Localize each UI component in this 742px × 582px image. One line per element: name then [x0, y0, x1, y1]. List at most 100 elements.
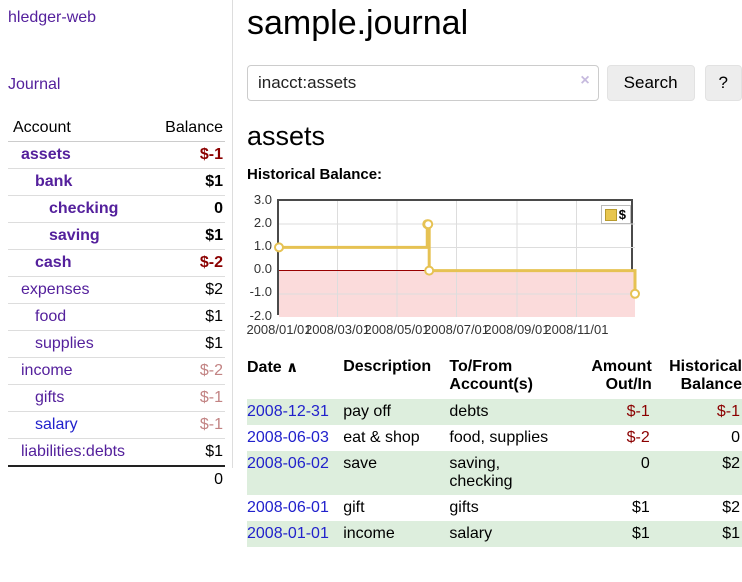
transaction-row: 2008-06-01 gift gifts $1 $2 — [247, 495, 742, 521]
account-balance: $-2 — [151, 249, 225, 277]
transaction-date-cell: 2008-06-02 — [247, 451, 343, 495]
transaction-accounts: gifts — [449, 499, 479, 516]
account-row: income $-2 — [8, 357, 225, 385]
transaction-row: 2008-12-31 pay off debts $-1 $-1 — [247, 399, 742, 425]
account-name-cell: supplies — [8, 330, 152, 358]
account-link-expenses[interactable]: expenses — [21, 281, 90, 298]
clear-search-icon[interactable]: × — [580, 72, 590, 89]
accounts-total-row: 0 — [8, 465, 225, 493]
register-table-body: 2008-12-31 pay off debts $-1 $-1 2008-06-03 ea… — [247, 399, 742, 547]
main-content: sample.journal × Search ? assets Histori… — [246, 0, 742, 582]
y-axis-tick-label: 1.0 — [253, 237, 272, 253]
sidebar: hledger-web Journal Account Balance asse… — [0, 0, 233, 493]
transaction-date-link[interactable]: 2008-12-31 — [247, 403, 329, 420]
transaction-date-cell: 2008-06-03 — [247, 425, 343, 451]
account-balance: $-1 — [151, 411, 225, 439]
account-heading: assets — [247, 121, 326, 151]
y-axis-tick-label: 2.0 — [253, 214, 272, 230]
historical-balance-chart: $ 3.0 2.0 1.0 0.0 -1.0 -2.0 2008/01/01 2008/03/… — [240, 191, 741, 337]
account-link-bank[interactable]: bank — [35, 173, 73, 190]
transaction-date-cell: 2008-12-31 — [247, 399, 343, 425]
chart-legend: $ — [600, 205, 631, 224]
register-header-amount: Amount Out/In — [591, 358, 652, 393]
sidebar-item-journal[interactable]: Journal — [8, 76, 61, 93]
account-link-gifts[interactable]: gifts — [35, 389, 65, 406]
x-axis-tick-label: 2008/05/01 — [364, 322, 430, 337]
accounts-table-header: Account Balance — [8, 115, 225, 142]
accounts-header-account: Account — [8, 115, 152, 142]
account-link-assets[interactable]: assets — [21, 146, 71, 163]
transaction-balance: 0 — [731, 429, 740, 446]
account-row: saving $1 — [8, 222, 225, 250]
account-link-supplies[interactable]: supplies — [35, 335, 94, 352]
account-balance: $2 — [151, 276, 225, 304]
account-balance: $1 — [151, 303, 225, 331]
account-link-income[interactable]: income — [21, 362, 73, 379]
x-axis-tick-label: 2008/01/01 — [246, 322, 312, 337]
account-name-cell: food — [8, 303, 152, 331]
x-axis-tick-label: 2008/07/01 — [423, 322, 490, 337]
account-link-food[interactable]: food — [35, 308, 67, 325]
account-name-cell: expenses — [8, 276, 152, 304]
account-link-saving[interactable]: saving — [49, 227, 100, 244]
account-balance: $-2 — [151, 357, 225, 385]
transaction-row: 2008-06-03 eat & shop food, supplies $-2 0 — [247, 425, 742, 451]
account-balance: $-1 — [151, 141, 225, 169]
transaction-accounts: debts — [449, 403, 489, 420]
account-row: assets $-1 — [8, 141, 225, 169]
transaction-description: gift — [343, 499, 365, 516]
transaction-description: save — [343, 455, 377, 472]
transaction-amount: $1 — [631, 499, 650, 516]
transaction-date-link[interactable]: 2008-01-01 — [247, 525, 329, 542]
account-row: liabilities:debts $1 — [8, 438, 225, 467]
search-button[interactable]: Search — [606, 65, 695, 101]
search-input[interactable] — [247, 65, 599, 101]
account-name-cell: assets — [8, 141, 152, 169]
help-button[interactable]: ? — [704, 65, 742, 101]
account-name-cell: salary — [8, 411, 152, 439]
transaction-amount: $1 — [631, 525, 650, 542]
data-point-marker — [423, 219, 434, 230]
transaction-accounts: salary — [449, 525, 493, 542]
transaction-date-cell: 2008-01-01 — [247, 521, 343, 547]
account-name-cell: cash — [8, 249, 152, 277]
transaction-accounts: food, supplies — [449, 429, 549, 446]
account-name-cell: gifts — [8, 384, 152, 412]
account-link-salary[interactable]: salary — [35, 416, 78, 433]
transaction-balance: $-1 — [716, 403, 740, 420]
account-name-cell: bank — [8, 168, 152, 196]
transaction-amount: $-1 — [626, 403, 650, 420]
search-form: × Search ? — [247, 65, 742, 101]
register-header-date[interactable]: Date ∧ — [247, 355, 343, 399]
account-row: cash $-2 — [8, 249, 225, 277]
y-axis-tick-label: 0.0 — [253, 261, 272, 277]
register-header-description: Description — [343, 358, 432, 375]
search-input-wrap: × — [247, 65, 599, 101]
accounts-total-balance: 0 — [151, 465, 225, 493]
date-header-label: Date — [247, 359, 282, 376]
account-link-checking[interactable]: checking — [49, 200, 119, 217]
account-link-cash[interactable]: cash — [35, 254, 72, 271]
y-axis-tick-label: 3.0 — [253, 191, 272, 207]
x-axis-tick-label: 2008/03/01 — [304, 322, 371, 337]
account-row: expenses $2 — [8, 276, 225, 304]
transaction-description: eat & shop — [343, 429, 420, 446]
transaction-amount: $-2 — [626, 429, 650, 446]
account-name-cell: liabilities:debts — [8, 438, 152, 467]
transaction-date-link[interactable]: 2008-06-02 — [247, 455, 329, 472]
legend-label: $ — [618, 207, 626, 222]
transaction-accounts: saving, checking — [449, 455, 513, 490]
account-link-liabilities-debts[interactable]: liabilities:debts — [21, 443, 126, 460]
account-row: checking 0 — [8, 195, 225, 223]
data-point-marker — [274, 242, 284, 253]
register-table: Date ∧ Description To/From Account(s) Am… — [247, 355, 742, 547]
transaction-date-link[interactable]: 2008-06-03 — [247, 429, 329, 446]
register-header-row: Date ∧ Description To/From Account(s) Am… — [247, 355, 742, 399]
account-balance: $1 — [151, 168, 225, 196]
chart-label: Historical Balance: — [247, 166, 383, 183]
transaction-description: pay off — [343, 403, 391, 420]
register-header-tofrom: To/From Account(s) — [449, 358, 533, 393]
page-title: sample.journal — [247, 4, 469, 42]
transaction-date-link[interactable]: 2008-06-01 — [247, 499, 329, 516]
app-brand-link[interactable]: hledger-web — [8, 9, 97, 26]
